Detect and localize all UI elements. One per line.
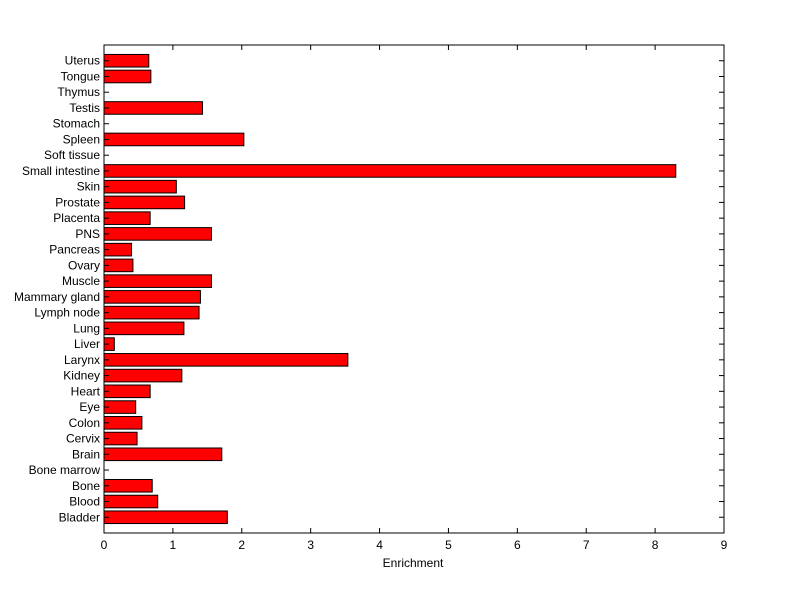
x-tick-label: 9 — [721, 538, 728, 552]
bar-uterus — [103, 53, 150, 68]
bar-colon — [103, 416, 143, 430]
y-tick-label: Eye — [79, 400, 100, 414]
y-tick-label: Lymph node — [34, 306, 100, 320]
bar-prostate — [103, 195, 186, 210]
bar-testis — [103, 101, 204, 115]
bar-bladder — [103, 510, 228, 525]
x-tick-label: 4 — [376, 538, 383, 552]
y-tick-label: Muscle — [62, 274, 100, 288]
y-tick-label: Ovary — [68, 258, 100, 272]
x-axis: 0 1 2 3 4 5 6 7 8 9 — [101, 45, 728, 552]
y-tick-label: Brain — [72, 447, 100, 461]
bar-pns — [103, 227, 212, 241]
y-tick-label: Prostate — [55, 195, 100, 209]
y-tick-label: Soft tissue — [44, 148, 100, 162]
bar-heart — [103, 384, 151, 399]
y-tick-label: Uterus — [65, 54, 100, 68]
y-tick-label: Mammary gland — [14, 290, 100, 304]
y-tick-label: Pancreas — [49, 243, 100, 257]
bar-kidney — [103, 368, 183, 383]
x-tick-label: 8 — [652, 538, 659, 552]
x-tick-label: 3 — [307, 538, 314, 552]
x-tick-label: 1 — [170, 538, 177, 552]
y-tick-label: Larynx — [64, 353, 100, 367]
x-tick-label: 7 — [583, 538, 590, 552]
bar-tongue — [103, 69, 152, 84]
y-tick-label: Heart — [71, 384, 101, 398]
bar-lymph-node — [103, 305, 200, 320]
bar-blood — [103, 494, 159, 509]
bar-brain — [103, 447, 223, 462]
bar-placenta — [103, 211, 151, 225]
x-tick-label: 2 — [238, 538, 245, 552]
y-tick-label: Bladder — [59, 510, 100, 524]
x-tick-label: 6 — [514, 538, 521, 552]
bar-mammary-gland — [103, 290, 201, 304]
x-tick-label: 0 — [101, 538, 108, 552]
bar-bone — [103, 478, 153, 493]
y-tick-label: Bone — [72, 479, 100, 493]
y-tick-label: Spleen — [63, 132, 100, 146]
bar-small-intestine — [103, 164, 677, 178]
bar-muscle — [103, 274, 212, 288]
y-tick-label: PNS — [75, 227, 100, 241]
x-axis-label: Enrichment — [383, 556, 444, 570]
y-tick-label: Blood — [69, 495, 100, 509]
x-tick-label: 5 — [445, 538, 452, 552]
y-tick-label: Colon — [69, 416, 100, 430]
y-tick-label: Testis — [69, 101, 100, 115]
bar-skin — [103, 179, 177, 194]
bar-larynx — [103, 353, 349, 367]
bars-layer — [103, 53, 677, 525]
y-tick-label: Bone marrow — [29, 463, 101, 477]
bar-spleen — [103, 132, 245, 147]
y-tick-label: Stomach — [53, 117, 100, 131]
y-tick-label: Cervix — [66, 432, 100, 446]
y-tick-label: Placenta — [53, 211, 100, 225]
y-tick-label: Thymus — [57, 85, 100, 99]
y-tick-label: Lung — [73, 321, 100, 335]
y-tick-label: Kidney — [63, 369, 100, 383]
y-tick-label: Skin — [77, 180, 100, 194]
y-tick-label: Small intestine — [22, 164, 100, 178]
y-tick-label: Tongue — [61, 69, 101, 83]
bar-lung — [103, 321, 185, 336]
y-tick-label: Liver — [74, 337, 100, 351]
